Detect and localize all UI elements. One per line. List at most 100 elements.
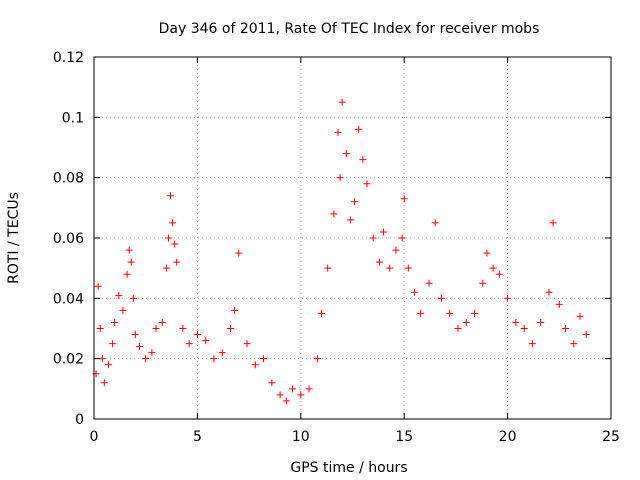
data-point xyxy=(231,306,239,314)
data-point xyxy=(313,355,321,363)
data-point xyxy=(317,309,325,317)
y-tick-label: 0 xyxy=(75,412,84,428)
data-point xyxy=(202,337,210,345)
data-point xyxy=(169,219,177,227)
data-point xyxy=(400,195,408,203)
data-point xyxy=(173,258,181,266)
data-point xyxy=(94,282,102,290)
data-point xyxy=(417,309,425,317)
x-tick-label: 15 xyxy=(395,429,413,445)
data-point xyxy=(164,234,172,242)
data-point xyxy=(582,331,590,339)
x-tick-label: 10 xyxy=(292,429,310,445)
data-point xyxy=(210,355,218,363)
y-tick-label: 0.12 xyxy=(53,50,84,66)
data-point xyxy=(100,379,108,387)
data-point xyxy=(398,234,406,242)
data-point xyxy=(545,288,553,296)
data-point xyxy=(123,270,131,278)
data-point xyxy=(276,391,284,399)
data-point xyxy=(346,216,354,224)
data-point xyxy=(404,264,412,272)
data-point xyxy=(570,340,578,348)
data-point xyxy=(483,249,491,257)
data-point xyxy=(386,264,394,272)
data-point xyxy=(562,325,570,332)
data-point xyxy=(454,325,462,332)
data-point xyxy=(549,219,557,227)
data-point xyxy=(330,210,338,218)
data-point xyxy=(268,379,276,387)
data-point xyxy=(528,340,536,348)
data-point xyxy=(104,361,112,369)
data-point xyxy=(251,361,259,369)
data-point xyxy=(226,325,234,332)
data-point xyxy=(392,246,400,254)
y-tick-label: 0.02 xyxy=(53,352,84,368)
data-point xyxy=(185,340,193,348)
data-point xyxy=(218,349,226,357)
data-point xyxy=(119,306,127,314)
x-tick-label: 5 xyxy=(193,429,202,445)
chart-title: Day 346 of 2011, Rate Of TEC Index for r… xyxy=(159,21,540,37)
data-point xyxy=(127,258,135,266)
data-point xyxy=(446,309,454,317)
y-axis-label: ROTI / TECUs xyxy=(6,192,22,284)
data-point xyxy=(411,288,419,296)
data-point xyxy=(334,128,342,136)
x-tick-label: 20 xyxy=(499,429,517,445)
data-point xyxy=(305,385,313,393)
data-point xyxy=(479,279,487,287)
data-point xyxy=(235,249,243,257)
data-point xyxy=(111,318,119,326)
data-point xyxy=(555,300,563,308)
x-axis-label: GPS time / hours xyxy=(290,460,407,476)
data-point xyxy=(576,312,584,320)
data-point xyxy=(425,279,433,287)
data-point xyxy=(162,264,170,272)
data-point xyxy=(289,385,297,393)
data-point xyxy=(96,325,104,332)
y-tick-label: 0.08 xyxy=(53,171,84,187)
x-tick-label: 0 xyxy=(90,429,99,445)
data-point xyxy=(135,343,143,351)
data-point xyxy=(115,291,123,299)
data-points xyxy=(92,98,590,405)
data-point xyxy=(336,174,344,182)
data-point xyxy=(351,198,359,206)
data-point xyxy=(512,318,520,326)
y-tick-label: 0.04 xyxy=(53,291,84,307)
data-point xyxy=(152,325,160,332)
data-point xyxy=(171,240,179,248)
data-point xyxy=(363,180,371,188)
y-tick-label: 0.1 xyxy=(62,110,84,126)
data-point xyxy=(537,318,545,326)
data-point xyxy=(380,228,388,236)
data-point xyxy=(142,355,150,363)
data-point xyxy=(375,258,383,266)
data-point xyxy=(109,340,117,348)
data-point xyxy=(520,325,528,332)
data-point xyxy=(369,234,377,242)
data-point xyxy=(158,318,166,326)
data-point xyxy=(167,192,175,200)
data-point xyxy=(193,331,201,339)
data-point xyxy=(148,349,156,357)
data-point xyxy=(282,397,290,405)
data-point xyxy=(324,264,332,272)
data-point xyxy=(495,270,503,278)
data-point xyxy=(504,294,512,302)
data-point xyxy=(125,246,133,254)
axis-ticks: 0 5 10 15 20 25 0 0.02 0.04 0.06 0.08 0.1 0.12 xyxy=(53,50,620,445)
x-tick-label: 25 xyxy=(602,429,620,445)
data-point xyxy=(437,294,445,302)
data-point xyxy=(471,309,479,317)
data-point xyxy=(359,156,367,164)
data-point xyxy=(489,264,497,272)
data-point xyxy=(260,355,268,363)
data-point xyxy=(243,340,251,348)
data-point xyxy=(462,318,470,326)
data-point xyxy=(179,325,187,332)
data-point xyxy=(431,219,439,227)
